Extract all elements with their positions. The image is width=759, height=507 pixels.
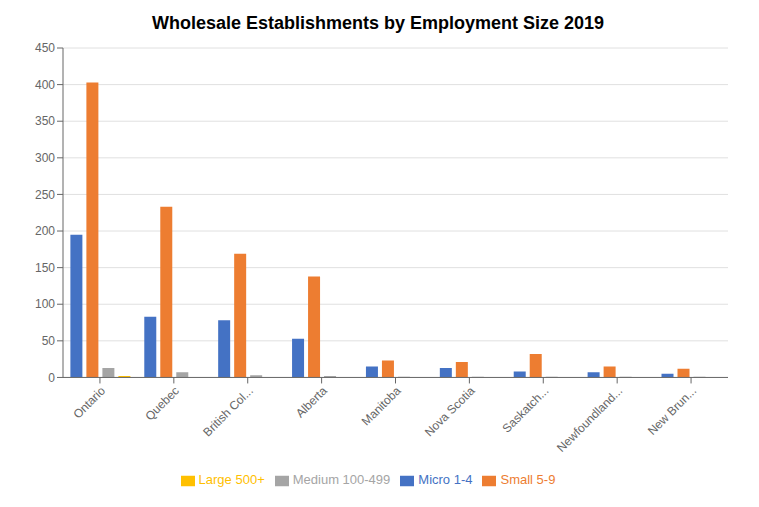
- svg-text:400: 400: [35, 78, 55, 92]
- svg-text:British Col...: British Col...: [200, 384, 256, 440]
- svg-text:350: 350: [35, 114, 55, 128]
- svg-text:100: 100: [35, 297, 55, 311]
- svg-text:Alberta: Alberta: [293, 383, 330, 420]
- svg-text:New Brun...: New Brun...: [645, 384, 699, 438]
- svg-text:250: 250: [35, 188, 55, 202]
- html-text:Medium 100-499: Medium 100-499: [292, 472, 391, 488]
- svg-text:Ontario: Ontario: [70, 383, 108, 421]
- svg-text:300: 300: [35, 151, 55, 165]
- svg-text:Newfoundland...: Newfoundland...: [554, 384, 625, 455]
- svg-text:450: 450: [35, 41, 55, 55]
- html-text:Wholesale Establishments by Em: Wholesale Establishments by Employment S…: [151, 13, 605, 33]
- svg-text:0: 0: [48, 371, 55, 385]
- html-text:Small 5-9: Small 5-9: [500, 472, 556, 488]
- svg-text:200: 200: [35, 224, 55, 238]
- svg-text:50: 50: [42, 334, 56, 348]
- html-text:Large 500+: Large 500+: [198, 472, 265, 488]
- svg-text:Saskatch...: Saskatch...: [500, 384, 552, 436]
- html-text:Micro 1-4: Micro 1-4: [418, 472, 473, 488]
- svg-text:Manitoba: Manitoba: [359, 383, 404, 428]
- svg-text:Quebec: Quebec: [142, 384, 182, 424]
- svg-text:150: 150: [35, 261, 55, 275]
- svg-text:Nova Scotia: Nova Scotia: [422, 383, 478, 439]
